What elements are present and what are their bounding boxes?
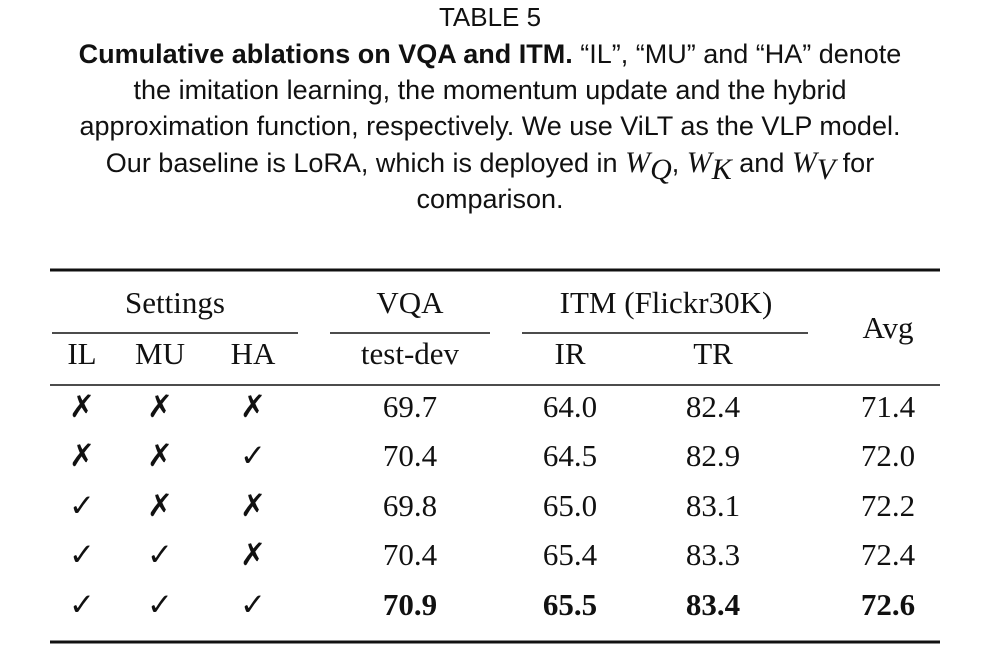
setting-mark: ✗	[240, 389, 266, 424]
caption-text: and	[732, 148, 792, 178]
setting-mark: ✓	[240, 587, 266, 622]
group-header: VQA	[376, 285, 444, 320]
caption-line: approximation function, respectively. We…	[80, 111, 901, 141]
setting-mark: ✓	[240, 438, 266, 473]
caption-text: “IL”, “MU” and “HA” denote	[573, 39, 902, 69]
math-base: W	[687, 146, 715, 179]
math-base: W	[625, 146, 653, 179]
setting-mark: ✓	[147, 537, 173, 572]
math-base: W	[792, 146, 820, 179]
setting-mark: ✗	[240, 488, 266, 523]
cell: 72.6	[861, 587, 915, 622]
table-label: TABLE 5	[439, 2, 541, 32]
caption-line: comparison.	[416, 184, 563, 214]
column-header: IL	[67, 336, 96, 371]
cell: 83.4	[686, 587, 740, 622]
setting-mark: ✗	[69, 438, 95, 473]
caption-line: Cumulative ablations on VQA and ITM. “IL…	[79, 39, 902, 69]
setting-mark: ✗	[240, 537, 266, 572]
setting-mark: ✓	[69, 537, 95, 572]
cell: 69.7	[383, 389, 437, 424]
cell: 72.0	[861, 438, 915, 473]
cell: 72.4	[861, 537, 916, 572]
cell: 70.4	[383, 537, 438, 572]
cell: 82.9	[686, 438, 740, 473]
caption-text: Our baseline is LoRA, which is deployed …	[106, 148, 625, 178]
group-header: ITM (Flickr30K)	[560, 285, 773, 320]
cell: 64.5	[543, 438, 597, 473]
cell: 70.9	[383, 587, 437, 622]
cell: 70.4	[383, 438, 438, 473]
cell: 72.2	[861, 488, 915, 523]
caption-text: ,	[672, 148, 687, 178]
setting-mark: ✓	[69, 587, 95, 622]
cell: 65.4	[543, 537, 598, 572]
caption-text: for	[835, 148, 874, 178]
column-header: HA	[231, 336, 276, 371]
math-sub: V	[817, 153, 839, 186]
cell: 82.4	[686, 389, 741, 424]
group-header: Settings	[125, 285, 225, 320]
column-header: TR	[693, 336, 733, 371]
cell: 83.3	[686, 537, 740, 572]
cell: 71.4	[861, 389, 916, 424]
caption-line: Our baseline is LoRA, which is deployed …	[106, 146, 874, 186]
setting-mark: ✗	[147, 438, 173, 473]
setting-mark: ✓	[147, 587, 173, 622]
column-header: test-dev	[361, 336, 460, 371]
setting-mark: ✗	[147, 389, 173, 424]
group-header: Avg	[862, 310, 913, 345]
column-header: MU	[135, 336, 185, 371]
math-sub: Q	[650, 153, 672, 186]
cell: 65.0	[543, 488, 597, 523]
cell: 65.5	[543, 587, 597, 622]
cell: 64.0	[543, 389, 597, 424]
cell: 69.8	[383, 488, 437, 523]
caption-line: the imitation learning, the momentum upd…	[134, 75, 847, 105]
setting-mark: ✗	[69, 389, 95, 424]
math-sub: K	[711, 153, 734, 186]
setting-mark: ✓	[69, 488, 95, 523]
caption-lead: Cumulative ablations on VQA and ITM.	[79, 39, 573, 69]
column-header: IR	[555, 336, 586, 371]
cell: 83.1	[686, 488, 740, 523]
setting-mark: ✗	[147, 488, 173, 523]
